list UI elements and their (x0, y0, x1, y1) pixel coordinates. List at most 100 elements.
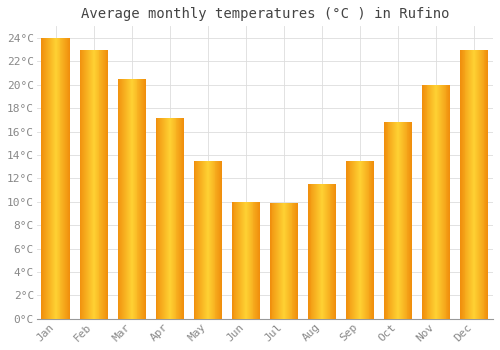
Bar (362, 161, 363, 319)
Bar (49, 38, 50, 319)
Bar (328, 184, 330, 319)
Bar (124, 79, 125, 319)
Bar (212, 161, 214, 319)
Bar (178, 118, 180, 319)
Bar (238, 202, 239, 319)
Bar (64, 38, 65, 319)
Bar (214, 161, 216, 319)
Bar (85, 50, 86, 319)
Bar (56, 38, 58, 319)
Bar (218, 161, 220, 319)
Bar (46, 38, 47, 319)
Bar (246, 202, 247, 319)
Bar (358, 161, 359, 319)
Bar (66, 38, 67, 319)
Bar (402, 122, 404, 319)
Bar (252, 202, 254, 319)
Bar (296, 203, 297, 319)
Bar (350, 161, 352, 319)
Bar (232, 202, 234, 319)
Bar (439, 85, 440, 319)
Bar (434, 85, 435, 319)
Bar (236, 202, 238, 319)
Bar (254, 202, 256, 319)
Bar (484, 50, 486, 319)
Bar (242, 202, 243, 319)
Bar (468, 50, 469, 319)
Bar (220, 161, 221, 319)
Bar (430, 85, 432, 319)
Bar (259, 202, 260, 319)
Bar (357, 161, 358, 319)
Bar (145, 79, 146, 319)
Bar (359, 161, 360, 319)
Bar (323, 184, 324, 319)
Bar (200, 161, 201, 319)
Bar (239, 202, 240, 319)
Bar (346, 161, 348, 319)
Bar (401, 122, 402, 319)
Bar (384, 122, 386, 319)
Bar (62, 38, 64, 319)
Bar (196, 161, 198, 319)
Bar (128, 79, 129, 319)
Bar (234, 202, 236, 319)
Bar (194, 161, 196, 319)
Bar (164, 118, 165, 319)
Bar (247, 202, 248, 319)
Bar (372, 161, 374, 319)
Bar (134, 79, 136, 319)
Bar (94, 50, 96, 319)
Bar (169, 118, 170, 319)
Bar (276, 203, 277, 319)
Bar (324, 184, 325, 319)
Bar (308, 184, 310, 319)
Bar (216, 161, 218, 319)
Bar (92, 50, 93, 319)
Bar (472, 50, 473, 319)
Bar (126, 79, 127, 319)
Bar (400, 122, 401, 319)
Bar (248, 202, 250, 319)
Bar (244, 202, 245, 319)
Bar (330, 184, 332, 319)
Bar (270, 203, 272, 319)
Bar (54, 38, 55, 319)
Bar (284, 203, 285, 319)
Bar (256, 202, 258, 319)
Bar (198, 161, 200, 319)
Bar (202, 161, 203, 319)
Bar (182, 118, 183, 319)
Bar (422, 85, 424, 319)
Bar (171, 118, 172, 319)
Bar (482, 50, 484, 319)
Bar (176, 118, 178, 319)
Bar (203, 161, 204, 319)
Bar (183, 118, 184, 319)
Bar (86, 50, 87, 319)
Bar (433, 85, 434, 319)
Bar (466, 50, 468, 319)
Bar (397, 122, 398, 319)
Bar (42, 38, 43, 319)
Title: Average monthly temperatures (°C ) in Rufino: Average monthly temperatures (°C ) in Ru… (80, 7, 449, 21)
Bar (474, 50, 475, 319)
Bar (435, 85, 436, 319)
Bar (98, 50, 100, 319)
Bar (208, 161, 209, 319)
Bar (122, 79, 123, 319)
Bar (127, 79, 128, 319)
Bar (245, 202, 246, 319)
Bar (50, 38, 51, 319)
Bar (93, 50, 94, 319)
Bar (167, 118, 168, 319)
Bar (130, 79, 131, 319)
Bar (354, 161, 355, 319)
Bar (170, 118, 171, 319)
Bar (80, 50, 82, 319)
Bar (432, 85, 433, 319)
Bar (163, 118, 164, 319)
Bar (335, 184, 336, 319)
Bar (361, 161, 362, 319)
Bar (408, 122, 410, 319)
